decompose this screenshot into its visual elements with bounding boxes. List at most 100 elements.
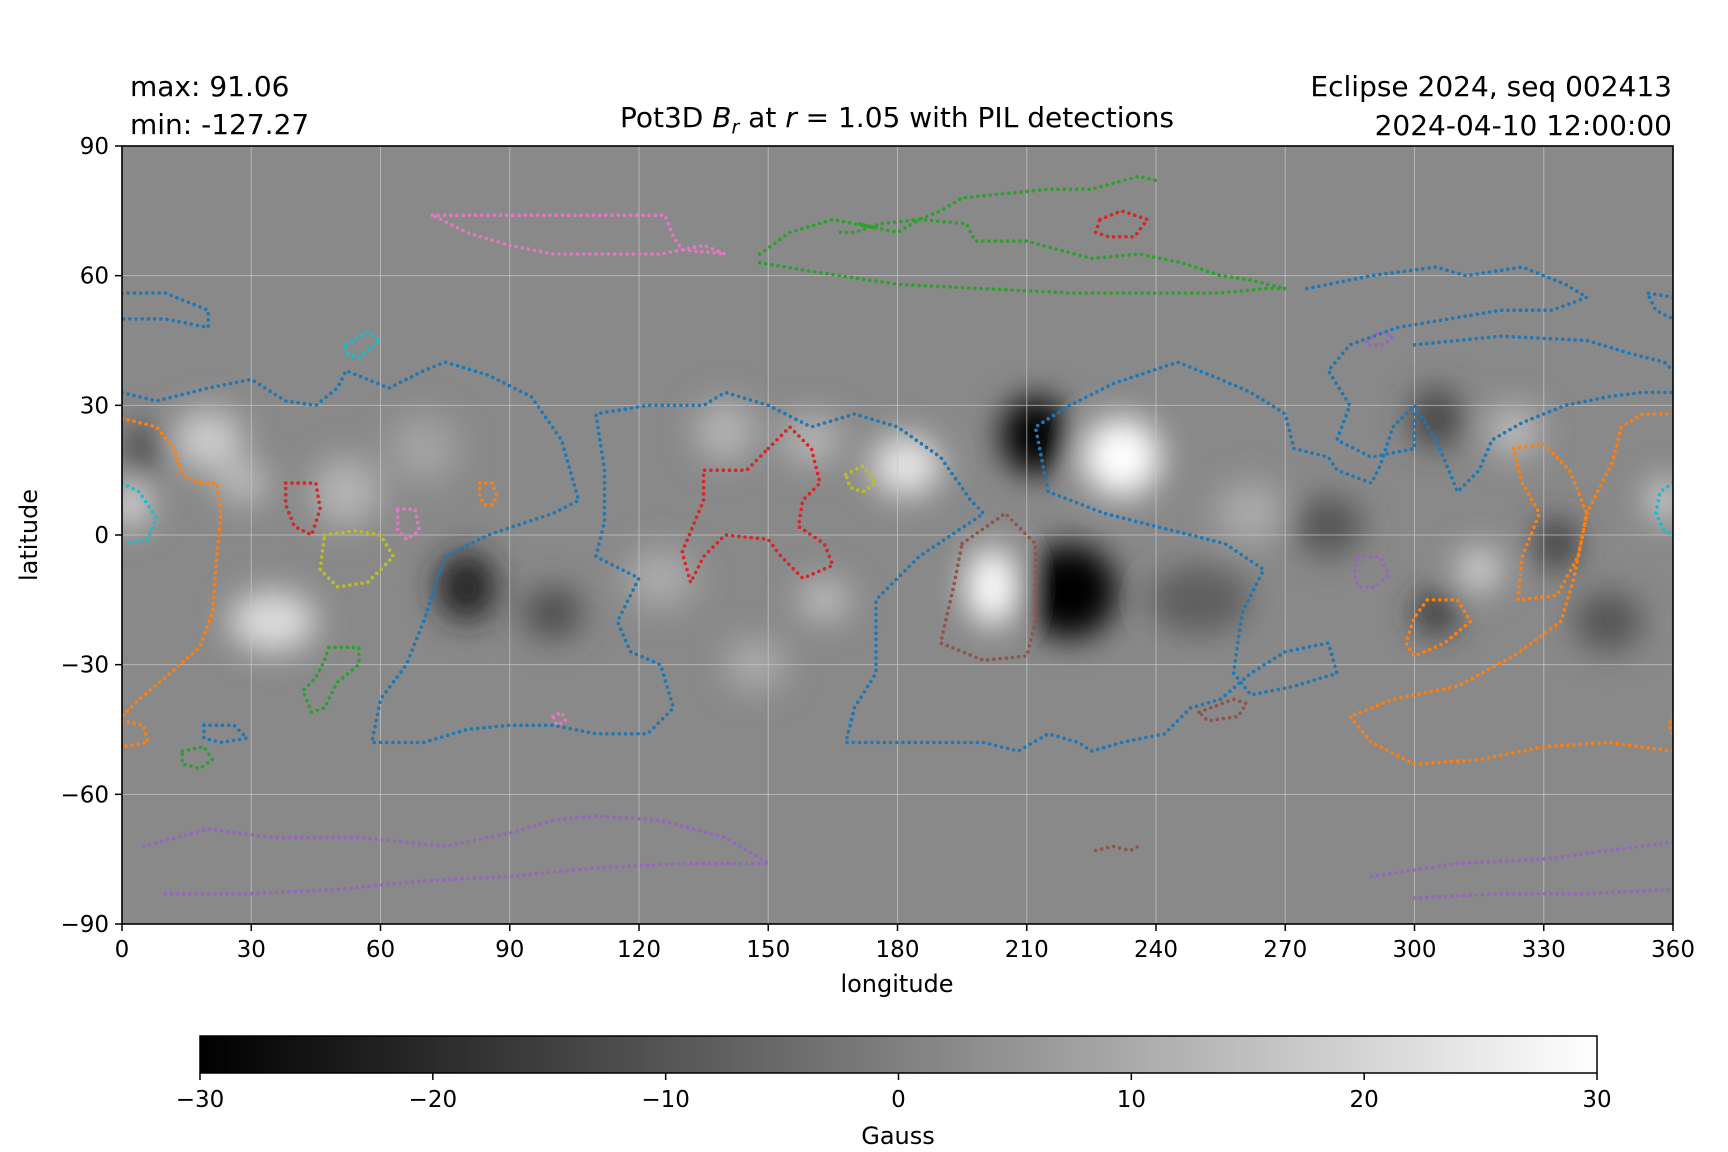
contour-dot <box>1301 646 1306 650</box>
contour-dot <box>309 710 314 714</box>
contour-dot <box>655 818 660 822</box>
contour-dot <box>399 670 403 674</box>
contour-dot <box>373 724 377 729</box>
contour-dot <box>1546 447 1551 451</box>
contour-dot <box>246 378 251 382</box>
contour-dot <box>1451 270 1455 274</box>
field-blob <box>1000 396 1070 475</box>
contour-dot <box>1250 391 1255 396</box>
contour-dot <box>1033 576 1038 581</box>
contour-dot <box>1570 475 1575 479</box>
contour-dot <box>1615 347 1619 352</box>
contour-dot <box>218 509 223 513</box>
contour-dot <box>1295 647 1300 652</box>
contour-dot <box>992 657 996 662</box>
contour-dot <box>1013 190 1017 195</box>
contour-dot <box>559 869 563 874</box>
contour-dot <box>486 213 490 217</box>
contour-dot <box>1193 265 1198 270</box>
contour-dot <box>193 479 198 484</box>
contour-dot <box>391 680 396 684</box>
contour-dot <box>414 531 418 535</box>
pil-contour <box>1365 331 1394 347</box>
contour-dot <box>435 578 440 582</box>
contour-dot <box>719 392 723 397</box>
contour-dot <box>171 445 175 450</box>
contour-dot <box>1371 273 1376 278</box>
contour-dot <box>1663 313 1667 317</box>
contour-dot <box>1033 545 1038 550</box>
contour-dot <box>237 891 242 896</box>
contour-dot <box>1216 376 1221 381</box>
contour-dot <box>600 530 604 534</box>
contour-dot <box>788 230 792 235</box>
contour-dot <box>602 474 607 479</box>
contour-dot <box>219 740 224 745</box>
contour-dot <box>1235 276 1240 280</box>
contour-dot <box>1359 275 1364 280</box>
contour-dot <box>736 394 741 399</box>
contour-dot <box>489 502 494 507</box>
contour-dot <box>1342 419 1346 424</box>
contour-dot <box>1465 679 1469 684</box>
contour-dot <box>1569 584 1574 588</box>
contour-dot <box>1365 274 1370 279</box>
contour-dot <box>347 529 351 534</box>
contour-dot <box>808 532 812 536</box>
contour-dot <box>904 283 909 287</box>
contour-dot <box>874 662 878 666</box>
contour-dot <box>1542 891 1547 896</box>
contour-dot <box>341 530 345 535</box>
contour-dot <box>1407 630 1412 635</box>
contour-dot <box>181 891 186 896</box>
contour-dot <box>428 738 432 743</box>
contour-dot <box>327 576 331 580</box>
contour-dot <box>1517 750 1521 754</box>
contour-dot <box>445 733 450 737</box>
contour-dot <box>570 477 575 481</box>
contour-dot <box>1506 267 1510 272</box>
contour-dot <box>952 531 956 536</box>
contour-dot <box>1555 306 1559 311</box>
contour-dot <box>167 441 171 445</box>
contour-dot <box>1578 297 1583 302</box>
contour-dot <box>366 348 371 352</box>
contour-dot <box>812 487 816 492</box>
contour-dot <box>1532 503 1537 507</box>
contour-dot <box>1486 756 1491 760</box>
contour-dot <box>1654 888 1658 893</box>
contour-dot <box>138 291 143 295</box>
contour-dot <box>702 554 706 558</box>
contour-dot <box>211 595 216 600</box>
contour-dot <box>1329 365 1333 370</box>
contour-dot <box>1019 190 1023 194</box>
contour-dot <box>1584 515 1588 520</box>
contour-dot <box>1611 890 1615 895</box>
contour-dot <box>134 317 138 321</box>
contour-dot <box>704 244 709 249</box>
contour-dot <box>1218 697 1223 702</box>
contour-dot <box>892 229 896 234</box>
contour-dot <box>1530 308 1535 313</box>
contour-dot <box>1278 653 1282 657</box>
contour-dot <box>1598 483 1603 488</box>
contour-dot <box>930 212 935 216</box>
contour-dot <box>1425 341 1429 346</box>
contour-dot <box>748 850 752 855</box>
contour-dot <box>1402 324 1406 329</box>
contour-dot <box>256 833 261 838</box>
contour-dot <box>214 558 219 562</box>
contour-dot <box>291 522 296 526</box>
contour-dot <box>302 693 307 697</box>
colorbar <box>199 1035 1598 1074</box>
contour-dot <box>929 449 934 453</box>
contour-dot <box>219 828 224 833</box>
contour-dot <box>635 213 639 217</box>
contour-dot <box>1534 596 1538 600</box>
contour-dot <box>1511 335 1516 339</box>
contour-dot <box>1381 701 1386 705</box>
contour-dot <box>1414 322 1418 327</box>
contour-dot <box>1384 748 1389 752</box>
contour-dot <box>1189 291 1194 295</box>
contour-dot <box>744 861 749 866</box>
